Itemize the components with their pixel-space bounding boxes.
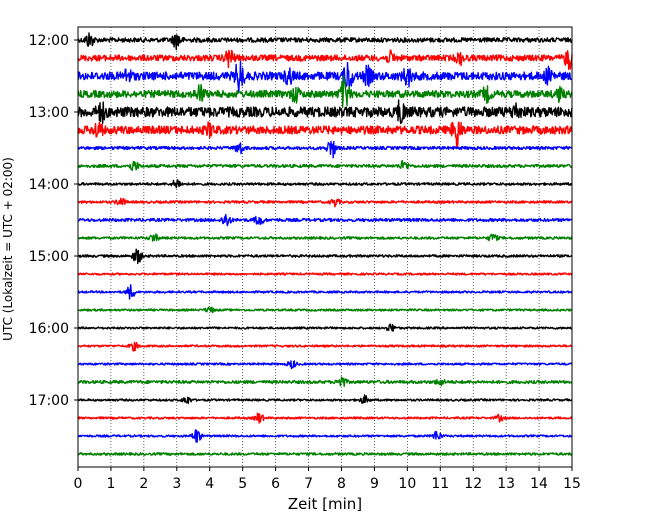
trace-line (77, 121, 573, 148)
trace-line (77, 179, 573, 189)
trace-line (77, 394, 573, 405)
y-tick-label: 12:00 (29, 33, 69, 49)
x-tick-label: 2 (139, 476, 148, 492)
trace-line (77, 429, 573, 443)
x-tick-label: 5 (238, 476, 247, 492)
x-axis-ticks: 0 1 2 3 4 5 6 7 8 9 10 11 12 13 14 15 (74, 467, 581, 492)
trace-line (77, 284, 573, 300)
y-tick-label: 16:00 (29, 321, 69, 337)
x-tick-label: 9 (370, 476, 379, 492)
trace-line (77, 323, 573, 332)
trace-line (77, 99, 573, 125)
trace-line (77, 197, 573, 208)
x-tick-label: 11 (431, 476, 449, 492)
x-tick-label: 14 (530, 476, 548, 492)
trace-line (77, 213, 573, 227)
seismogram-traces (77, 32, 573, 456)
trace-line (77, 306, 573, 314)
x-tick-label: 3 (172, 476, 181, 492)
x-tick-label: 13 (497, 476, 515, 492)
x-tick-label: 7 (304, 476, 313, 492)
trace-line (77, 75, 573, 108)
x-tick-label: 12 (464, 476, 482, 492)
x-tick-label: 4 (205, 476, 214, 492)
x-tick-label: 15 (563, 476, 581, 492)
x-tick-label: 8 (337, 476, 346, 492)
trace-line (77, 140, 573, 159)
trace-line (77, 412, 573, 424)
y-tick-label: 14:00 (29, 177, 69, 193)
y-axis-label: UTC (Lokalzeit = UTC + 02:00) (1, 157, 15, 341)
y-tick-label: 15:00 (29, 249, 69, 265)
x-tick-label: 6 (271, 476, 280, 492)
trace-line (77, 32, 573, 51)
trace-line (77, 160, 573, 171)
trace-line (77, 60, 573, 93)
y-tick-label: 13:00 (29, 105, 69, 121)
x-tick-label: 0 (74, 476, 83, 492)
trace-line (77, 360, 573, 370)
plot-frame (77, 26, 573, 468)
y-tick-label: 17:00 (29, 393, 69, 409)
trace-line (77, 272, 573, 276)
trace-line (77, 376, 573, 387)
x-tick-label: 1 (106, 476, 115, 492)
trace-line (77, 49, 573, 71)
y-axis-ticks: 12:00 13:00 14:00 15:00 16:00 17:00 (29, 33, 78, 409)
trace-line (77, 233, 573, 242)
grid-lines (110, 27, 540, 467)
x-axis-label: Zeit [min] (288, 495, 362, 513)
trace-line (77, 452, 573, 456)
x-tick-label: 10 (398, 476, 416, 492)
trace-line (77, 248, 573, 264)
trace-line (77, 341, 573, 352)
